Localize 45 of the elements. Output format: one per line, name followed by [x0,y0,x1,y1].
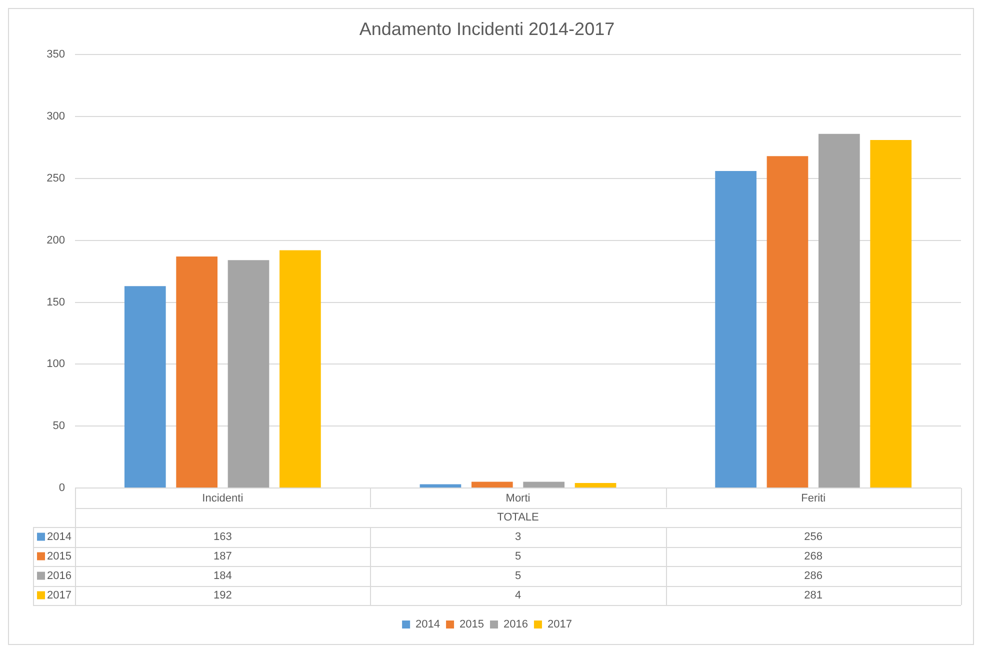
data-label: 4 [514,589,522,602]
bar [124,286,166,488]
x-tick-label: Feriti [801,492,826,505]
y-tick-label: 350 [46,48,65,61]
legend-label: 2015 [47,550,72,562]
bar [228,260,270,488]
data-label: 256 [804,530,823,543]
y-tick-label: 200 [46,234,65,246]
bar [420,484,462,488]
bar [818,134,860,488]
text: 2015 [460,618,484,631]
legend-label: 2016 [504,618,528,631]
y-tick-label: 300 [46,110,65,123]
data-label: 187 [213,550,232,562]
data-label: 163 [213,530,232,543]
bar [176,256,218,488]
legend-label: 2017 [547,618,572,631]
bar [870,140,912,488]
bar [574,483,616,488]
data-label: 192 [213,589,232,602]
text: 2016 [47,570,72,582]
text: 2014 [416,618,440,631]
bar [280,250,321,488]
data-label: 184 [213,570,232,582]
text: 2017 [47,589,72,602]
data-label: 5 [514,550,522,562]
y-tick-label: 150 [46,296,65,308]
chart-title: Andamento Incidenti 2014-2017 [359,18,615,39]
y-tick-label: 50 [52,420,65,432]
bar [523,482,565,488]
y-tick-label: 250 [46,172,65,184]
x-axis-title: TOTALE [497,511,539,524]
data-label: 268 [804,550,823,562]
bar [766,156,808,488]
bar [471,482,513,488]
x-tick-label: Morti [506,492,530,505]
data-label: 281 [804,589,823,602]
y-tick-label: 100 [46,358,65,370]
data-label: 5 [514,570,522,582]
y-tick-label: 0 [58,482,65,494]
bar [715,171,756,488]
x-tick-label: Incidenti [202,492,244,505]
legend-label: 2014 [47,530,72,543]
data-label: 286 [804,570,823,582]
data-label: 3 [514,530,522,543]
